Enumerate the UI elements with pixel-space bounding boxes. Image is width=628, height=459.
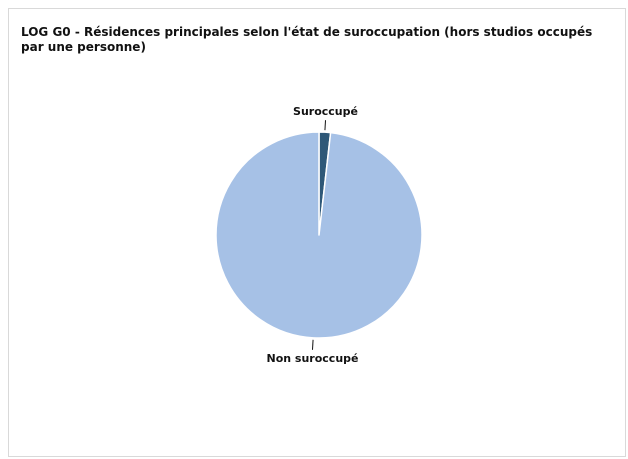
chart-title: LOG G0 - Résidences principales selon l'… [21, 25, 593, 54]
pie-label-leader-non-suroccupe [312, 339, 314, 350]
pie-label-leader-suroccupe [324, 120, 326, 131]
chart-card: LOG G0 - Résidences principales selon l'… [8, 8, 626, 457]
pie-label-suroccupe: Suroccupé [293, 105, 358, 118]
pie-label-non-suroccupe: Non suroccupé [267, 352, 359, 365]
pie-slice-non-suroccupe [215, 131, 423, 339]
